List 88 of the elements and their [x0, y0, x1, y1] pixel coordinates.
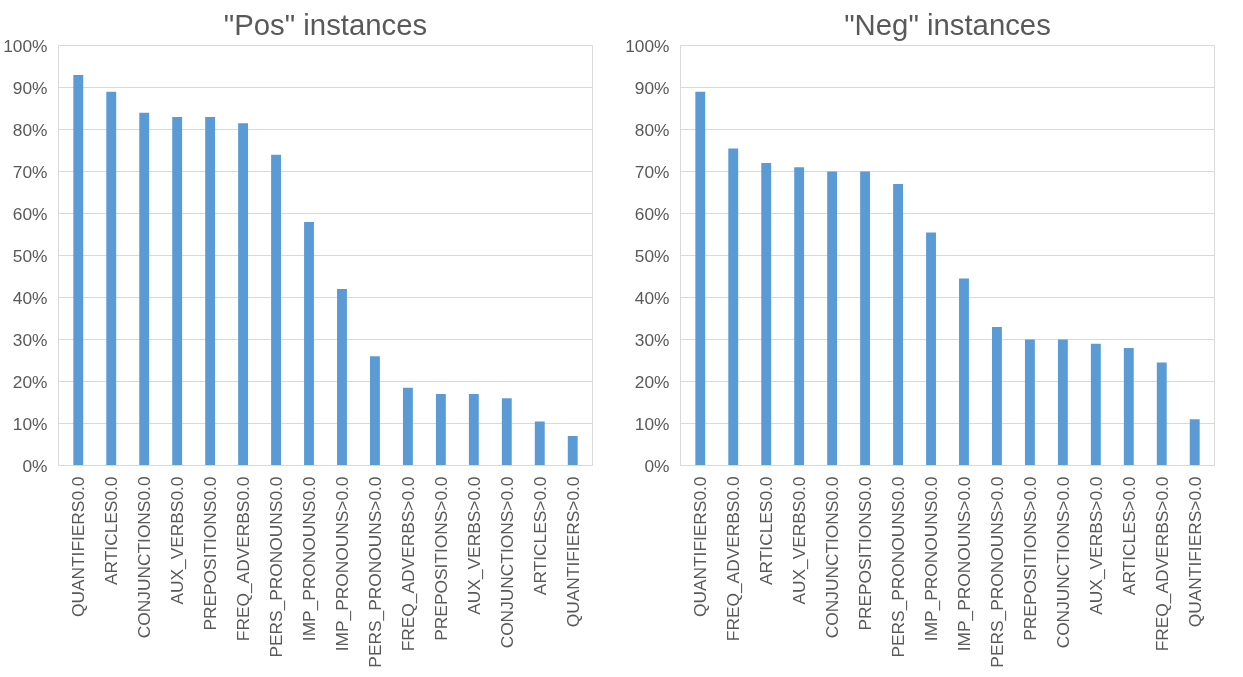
x-tick-label: IMP_PRONOUNS0.0	[299, 476, 320, 642]
x-tick-label: ARTICLES0.0	[101, 476, 122, 586]
x-tick-label: PERS_PRONOUNS0.0	[266, 476, 287, 658]
bar	[926, 232, 936, 466]
bar	[337, 289, 347, 466]
y-tick-label: 60%	[634, 203, 670, 224]
bar	[534, 421, 545, 466]
bar	[205, 116, 216, 466]
chart-title: "Pos" instances	[223, 7, 428, 41]
x-tick-label: CONJUNCTIONS0.0	[822, 476, 843, 639]
x-tick-label: CONJUNCTIONS>0.0	[496, 476, 517, 649]
bar	[271, 154, 281, 466]
x-tick-label: AUX_VERBS>0.0	[1085, 476, 1106, 615]
y-tick-label: 20%	[634, 371, 670, 392]
y-tick-label: 50%	[634, 245, 670, 266]
y-tick-label: 0%	[644, 455, 670, 476]
bar	[827, 171, 838, 466]
x-tick-label: CONJUNCTIONS0.0	[134, 476, 155, 639]
bar	[761, 163, 772, 466]
bar	[106, 91, 117, 466]
x-tick-label: PREPOSITIONS>0.0	[430, 476, 451, 641]
y-tick-label: 0%	[22, 455, 48, 476]
bar	[73, 74, 84, 466]
x-tick-label: PERS_PRONOUNS>0.0	[364, 476, 385, 668]
bar	[172, 116, 183, 466]
bar	[435, 394, 446, 466]
x-tick-label: FREQ_ADVERBS>0.0	[397, 476, 418, 652]
y-tick-label: 40%	[634, 287, 670, 308]
y-tick-label: 90%	[12, 77, 48, 98]
bar	[238, 123, 249, 466]
y-tick-label: 70%	[12, 161, 48, 182]
y-tick-label: 60%	[12, 203, 48, 224]
x-tick-label: PERS_PRONOUNS>0.0	[986, 476, 1007, 668]
bar	[402, 387, 413, 466]
x-tick-label: PREPOSITIONS>0.0	[1019, 476, 1040, 641]
bar	[893, 184, 903, 466]
x-tick-label: QUANTIFIERS0.0	[690, 476, 711, 618]
y-tick-label: 100%	[3, 35, 48, 56]
bar	[139, 112, 150, 466]
x-tick-label: QUANTIFIERS>0.0	[1184, 476, 1205, 628]
x-tick-label: PERS_PRONOUNS0.0	[888, 476, 909, 658]
y-tick-label: 70%	[634, 161, 670, 182]
x-tick-label: ARTICLES>0.0	[529, 476, 550, 596]
bar	[1090, 343, 1101, 466]
x-tick-label: IMP_PRONOUNS0.0	[921, 476, 942, 642]
x-tick-label: QUANTIFIERS0.0	[68, 476, 89, 618]
bar	[959, 278, 969, 466]
bar	[992, 326, 1002, 466]
x-tick-label: AUX_VERBS0.0	[789, 476, 810, 605]
x-tick-label: IMP_PRONOUNS>0.0	[331, 476, 352, 652]
x-tick-label: FREQ_ADVERBS0.0	[723, 476, 744, 642]
y-tick-label: 80%	[634, 119, 670, 140]
y-tick-label: 30%	[634, 329, 670, 350]
x-tick-label: ARTICLES0.0	[756, 476, 777, 586]
y-tick-label: 10%	[634, 413, 670, 434]
x-tick-label: FREQ_ADVERBS0.0	[233, 476, 254, 642]
x-tick-label: QUANTIFIERS>0.0	[562, 476, 583, 628]
y-tick-label: 90%	[634, 77, 670, 98]
y-tick-label: 10%	[12, 413, 48, 434]
bar	[1057, 339, 1068, 466]
y-tick-label: 40%	[12, 287, 48, 308]
x-tick-label: AUX_VERBS>0.0	[463, 476, 484, 615]
x-tick-label: FREQ_ADVERBS>0.0	[1151, 476, 1172, 652]
x-tick-label: ARTICLES>0.0	[1118, 476, 1139, 596]
bar	[1024, 339, 1035, 466]
bar	[370, 356, 380, 466]
x-tick-label: CONJUNCTIONS>0.0	[1052, 476, 1073, 649]
bar	[1156, 362, 1167, 466]
bar	[1189, 419, 1200, 466]
y-tick-label: 50%	[12, 245, 48, 266]
x-tick-label: PREPOSITIONS0.0	[855, 476, 876, 631]
chart-title: "Neg" instances	[844, 7, 1051, 41]
bar	[860, 171, 871, 466]
x-tick-label: PREPOSITIONS0.0	[200, 476, 221, 631]
y-tick-label: 100%	[625, 35, 670, 56]
y-tick-label: 20%	[12, 371, 48, 392]
x-tick-label: AUX_VERBS0.0	[167, 476, 188, 605]
bar	[501, 398, 512, 466]
bar	[304, 221, 314, 466]
bar	[794, 167, 805, 466]
bar	[728, 148, 739, 466]
bar	[695, 91, 706, 466]
bar	[468, 394, 479, 466]
y-tick-label: 30%	[12, 329, 48, 350]
bar	[567, 436, 578, 466]
bar	[1123, 347, 1134, 466]
y-tick-label: 80%	[12, 119, 48, 140]
x-tick-label: IMP_PRONOUNS>0.0	[953, 476, 974, 652]
